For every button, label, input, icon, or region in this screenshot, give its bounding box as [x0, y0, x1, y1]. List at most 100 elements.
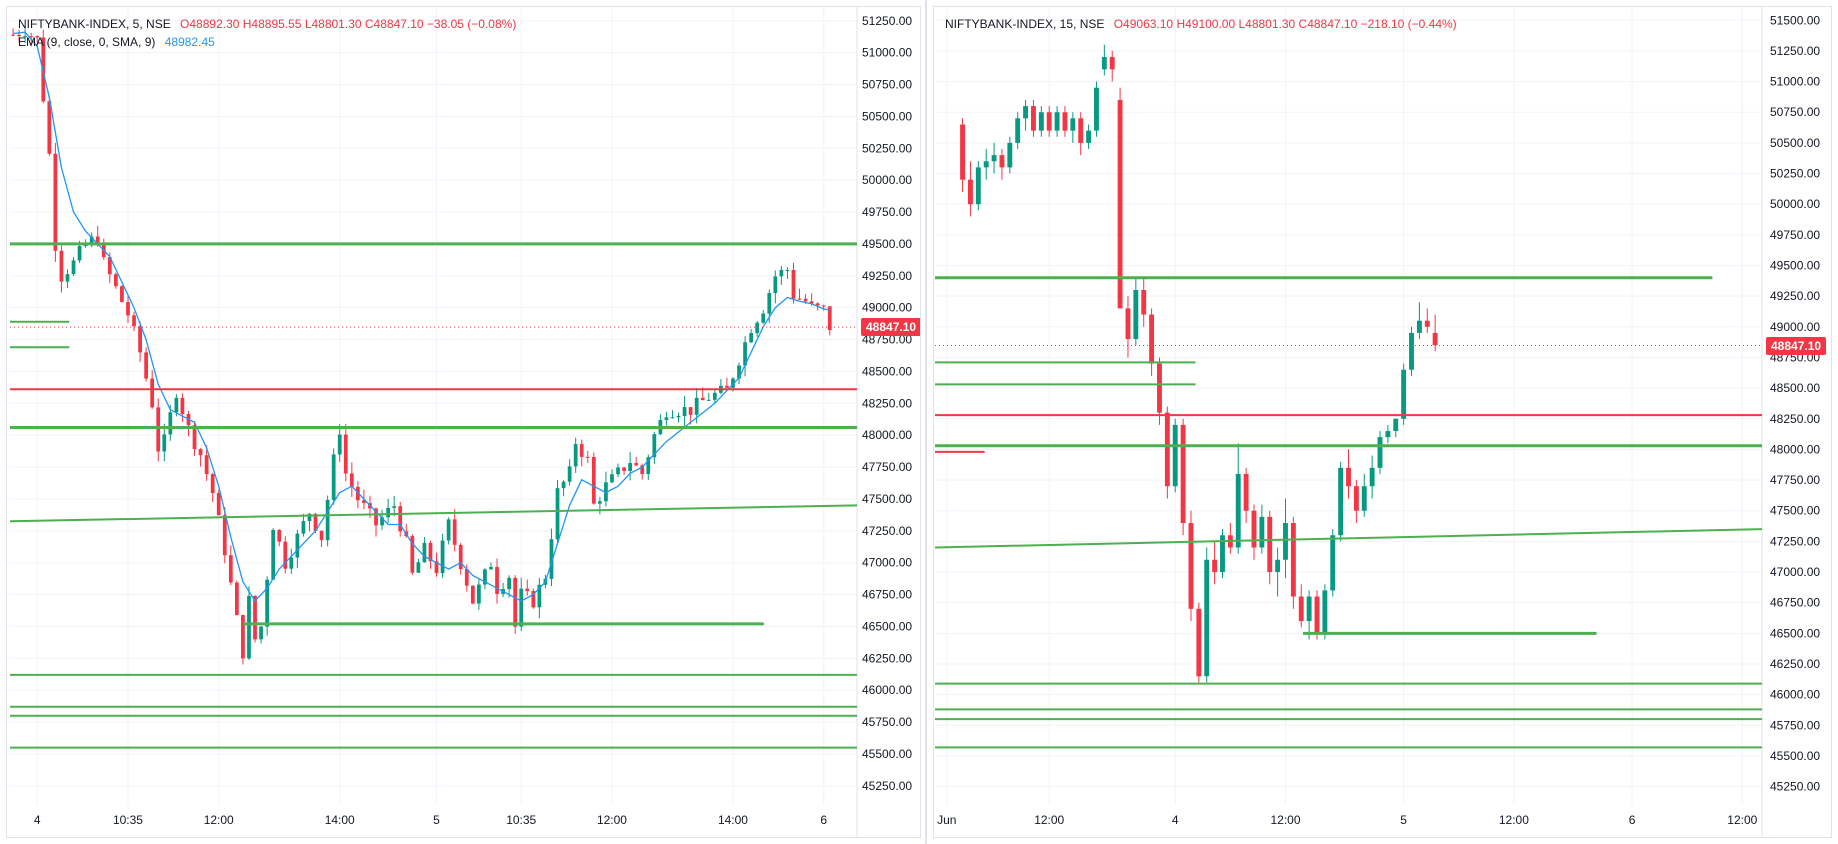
chart-pane-right[interactable]: 45250.00 45500.00 45750.00 46000.00 46250.00… — [927, 0, 1838, 844]
candle-body — [422, 542, 427, 563]
candle-body — [253, 595, 257, 640]
pane-divider[interactable] — [925, 0, 927, 844]
candle — [737, 362, 741, 385]
candle — [416, 558, 421, 574]
candle-body — [398, 506, 403, 532]
x-tick-label: Jun — [937, 813, 956, 827]
candle-body — [1385, 431, 1391, 438]
candle — [1038, 106, 1044, 137]
candle — [1007, 136, 1013, 174]
candle-body — [755, 322, 760, 334]
chart-canvas-right[interactable]: 45250.00 45500.00 45750.00 46000.00 46250.00… — [927, 0, 1838, 844]
candle-body — [1078, 118, 1084, 143]
candle-body — [126, 302, 130, 316]
candle — [253, 595, 257, 643]
candle-body — [779, 269, 784, 277]
candle-body — [89, 236, 94, 244]
levels — [934, 276, 1763, 749]
candle — [186, 410, 191, 437]
candle-body — [525, 588, 530, 591]
candle-body — [204, 455, 209, 475]
candle-body — [198, 449, 203, 456]
candle — [271, 528, 276, 580]
y-tick-label: 46750.00 — [862, 588, 912, 602]
candle — [1314, 590, 1320, 640]
candle — [1070, 112, 1076, 143]
candle — [392, 496, 397, 517]
y-tick-label: 45750.00 — [862, 715, 912, 729]
candle — [791, 262, 796, 304]
candle — [386, 498, 391, 524]
candle-body — [1346, 467, 1351, 487]
candle-body — [434, 561, 439, 574]
candle — [960, 118, 966, 192]
candle — [682, 396, 687, 427]
candle-body — [259, 626, 263, 640]
candle-body — [731, 378, 735, 388]
candle-body — [573, 444, 578, 467]
candle — [999, 149, 1005, 180]
candle-body — [210, 474, 215, 494]
candle — [785, 267, 790, 279]
candle — [676, 412, 681, 423]
candle-body — [11, 34, 15, 36]
chart-canvas-left[interactable]: 45250.00 45500.00 45750.00 46000.00 46250.00… — [0, 0, 927, 844]
candle — [1275, 547, 1281, 597]
candle — [428, 540, 433, 569]
candle-body — [676, 415, 681, 418]
candle-body — [71, 260, 76, 275]
candle — [1330, 529, 1336, 597]
candle-body — [561, 481, 566, 489]
candle-body — [150, 378, 155, 408]
candle — [604, 471, 608, 507]
candle-body — [138, 326, 142, 353]
legend-ema-name[interactable]: EMA (9, close, 0, SMA, 9) — [18, 35, 156, 49]
y-tick-label: 50250.00 — [862, 141, 912, 155]
candle — [567, 459, 572, 486]
candle — [204, 445, 209, 481]
candle — [797, 288, 802, 300]
y-tick-label: 49500.00 — [862, 237, 912, 251]
candle-body — [228, 555, 233, 583]
candle-body — [1141, 290, 1147, 315]
candle-body — [65, 274, 70, 282]
candle — [1015, 112, 1021, 150]
candle — [144, 347, 149, 382]
candle — [11, 28, 15, 37]
candle-body — [1290, 522, 1296, 597]
candle-body — [737, 365, 741, 379]
candle — [1172, 418, 1178, 493]
candle-body — [53, 153, 58, 251]
candle — [283, 536, 288, 574]
candle — [628, 451, 633, 481]
candle — [277, 529, 282, 547]
y-tick-label: 46000.00 — [1770, 688, 1820, 702]
candle — [1149, 308, 1155, 376]
candle — [664, 411, 669, 426]
candle-body — [1196, 608, 1202, 677]
candle-body — [35, 36, 40, 38]
y-tick-label: 47000.00 — [1770, 565, 1820, 579]
y-tick-label: 46500.00 — [862, 619, 912, 633]
y-tick-label: 46000.00 — [862, 683, 912, 697]
x-tick-label: 10:35 — [506, 813, 536, 827]
candle-body — [991, 155, 997, 162]
chart-pane-left[interactable]: 45250.00 45500.00 45750.00 46000.00 46250.00… — [0, 0, 927, 844]
candle-body — [234, 582, 239, 616]
candle — [706, 392, 711, 401]
candle-body — [1235, 473, 1241, 548]
candle-body — [1267, 516, 1273, 573]
candle-body — [725, 385, 729, 388]
candle — [259, 625, 263, 644]
candle-body — [95, 236, 100, 244]
last-price-tag-right: 48847.10 — [1766, 336, 1827, 355]
candle — [180, 393, 185, 422]
candle-body — [1243, 473, 1249, 511]
y-tick-label: 49250.00 — [1770, 289, 1820, 303]
candle — [452, 509, 457, 552]
candle-body — [827, 306, 832, 331]
candle — [380, 509, 384, 530]
candle-body — [531, 590, 536, 608]
candle — [1125, 296, 1131, 358]
candle — [241, 614, 245, 665]
